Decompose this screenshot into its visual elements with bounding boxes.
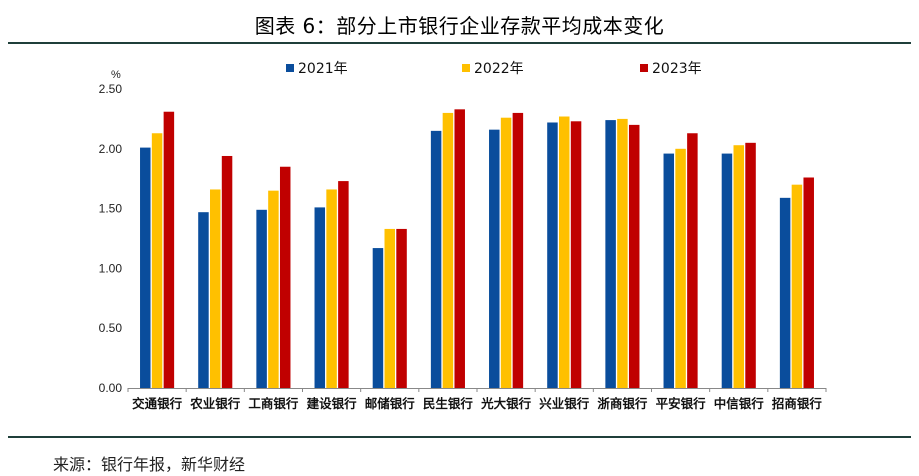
bar — [210, 189, 221, 388]
bar — [314, 207, 326, 388]
y-tick-label: 2.50 — [99, 82, 123, 96]
legend-swatch — [286, 64, 294, 72]
bar — [442, 112, 454, 389]
bar — [733, 145, 744, 388]
bar — [140, 147, 151, 388]
bar — [663, 153, 675, 388]
bar — [803, 177, 814, 388]
source-note: 来源：银行年报，新华财经 — [53, 455, 246, 474]
x-tick-label: 民生银行 — [423, 396, 474, 411]
bar — [547, 122, 558, 389]
bar — [198, 212, 209, 388]
y-axis-unit: % — [111, 69, 121, 81]
bar — [372, 248, 384, 388]
legend: 2021年 2022年 2023年 — [286, 61, 702, 77]
bar — [721, 153, 733, 388]
bar — [779, 197, 791, 388]
bar — [151, 133, 163, 388]
bar — [617, 118, 628, 389]
bar — [256, 209, 267, 388]
bar — [396, 228, 407, 388]
x-tick-label: 邮储银行 — [365, 396, 416, 411]
y-tick-label: 1.50 — [99, 202, 123, 216]
legend-label: 2023年 — [652, 61, 702, 77]
bar — [745, 142, 756, 388]
bar — [221, 155, 233, 388]
x-axis: 交通银行 农业银行 工商银行 建设银行 邮储银行 民生银行 光大银行 兴业银行 浙商银行 平安银行… — [127, 388, 827, 411]
bar — [338, 181, 349, 388]
footer-divider — [8, 436, 911, 438]
y-tick-label: 0.00 — [99, 381, 123, 395]
x-tick-label: 中信银行 — [714, 396, 765, 411]
bar — [675, 148, 686, 388]
y-tick-label: 0.50 — [99, 321, 123, 335]
legend-swatch — [462, 64, 470, 72]
bar — [605, 120, 616, 388]
x-tick-label: 工商银行 — [248, 396, 299, 411]
title-divider — [8, 42, 911, 44]
bar — [279, 166, 291, 388]
bar — [489, 129, 500, 388]
x-tick-label: 平安银行 — [656, 396, 707, 411]
chart-title: 图表 6：部分上市银行企业存款平均成本变化 — [254, 14, 665, 38]
bar — [687, 133, 698, 388]
y-tick-label: 2.00 — [99, 142, 123, 156]
bar — [268, 190, 279, 388]
legend-label: 2022年 — [474, 61, 524, 77]
bar — [791, 184, 803, 388]
x-tick-label: 交通银行 — [132, 396, 183, 411]
bar — [454, 109, 465, 388]
legend-label: 2021年 — [298, 61, 348, 77]
legend-swatch — [640, 64, 648, 72]
bar — [163, 111, 175, 388]
bar — [326, 189, 337, 388]
x-tick-label: 兴业银行 — [539, 396, 590, 411]
x-tick-label: 建设银行 — [307, 396, 358, 411]
bar — [500, 117, 512, 388]
bar — [628, 124, 640, 388]
y-tick-label: 1.00 — [99, 261, 123, 275]
x-tick-label: 光大银行 — [480, 396, 532, 411]
x-tick-label: 农业银行 — [189, 396, 241, 411]
bar — [512, 112, 524, 389]
x-tick-label: 浙商银行 — [597, 396, 648, 411]
bar — [384, 228, 395, 388]
bars — [140, 109, 814, 389]
bar — [430, 130, 442, 389]
x-tick-label: 招商银行 — [772, 396, 823, 411]
bar — [570, 121, 582, 388]
bar — [559, 116, 570, 388]
y-axis: 0.00 0.50 1.00 1.50 2.00 2.50 — [99, 82, 123, 395]
